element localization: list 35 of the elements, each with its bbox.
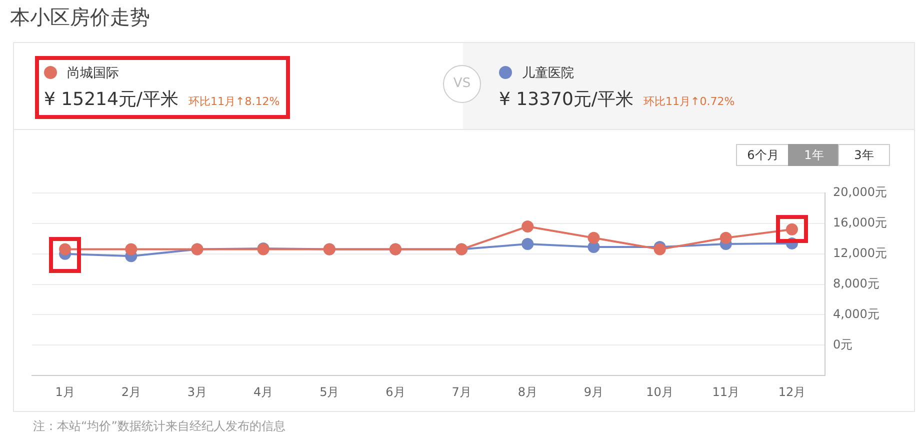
chart-title: 本小区房价走势 xyxy=(10,4,150,31)
y-tick-label: 12,000元 xyxy=(833,246,887,260)
x-tick-label: 1月 xyxy=(55,384,75,399)
point xyxy=(588,232,600,244)
text: 3年 xyxy=(838,144,890,166)
x-tick-label: 2月 xyxy=(121,384,141,399)
x-tick-label: 3月 xyxy=(187,384,208,399)
x-tick-label: 9月 xyxy=(584,384,604,399)
x-tick-label: 11月 xyxy=(712,384,740,399)
text: ¥ 15214元/平米 xyxy=(44,89,178,110)
text: ¥ 13370元/平米 xyxy=(499,89,634,110)
x-tick-label: 4月 xyxy=(253,384,274,399)
x-tick-label: 6月 xyxy=(386,384,406,399)
x-tick-label: 10月 xyxy=(646,384,674,399)
text: 注：本站“均价”数据统计来自经纪人发布的信息 xyxy=(33,418,286,435)
text: 6个月 xyxy=(736,144,790,166)
y-tick-label: 0元 xyxy=(833,337,853,352)
text: 1年 xyxy=(788,144,840,166)
legend-label: 尚城国际 xyxy=(67,66,119,81)
y-tick-label: 4,000元 xyxy=(833,306,880,321)
y-tick-label: 16,000元 xyxy=(833,216,887,230)
x-tick-label: 5月 xyxy=(320,384,340,399)
text: 环比11月↑8.12% xyxy=(188,95,280,108)
point xyxy=(522,220,534,232)
x-tick-label: 8月 xyxy=(518,384,538,399)
x-tick-label: 7月 xyxy=(452,384,472,399)
y-tick-label: 8,000元 xyxy=(833,276,880,290)
point xyxy=(125,243,138,256)
point xyxy=(522,238,534,250)
point xyxy=(720,232,732,244)
text: 环比11月↑0.72% xyxy=(644,95,735,108)
x-tick-label: 12月 xyxy=(778,384,806,399)
y-tick-label: 20,000元 xyxy=(833,185,887,200)
legend-label: 儿童医院 xyxy=(522,66,574,81)
text: VS xyxy=(443,65,481,103)
